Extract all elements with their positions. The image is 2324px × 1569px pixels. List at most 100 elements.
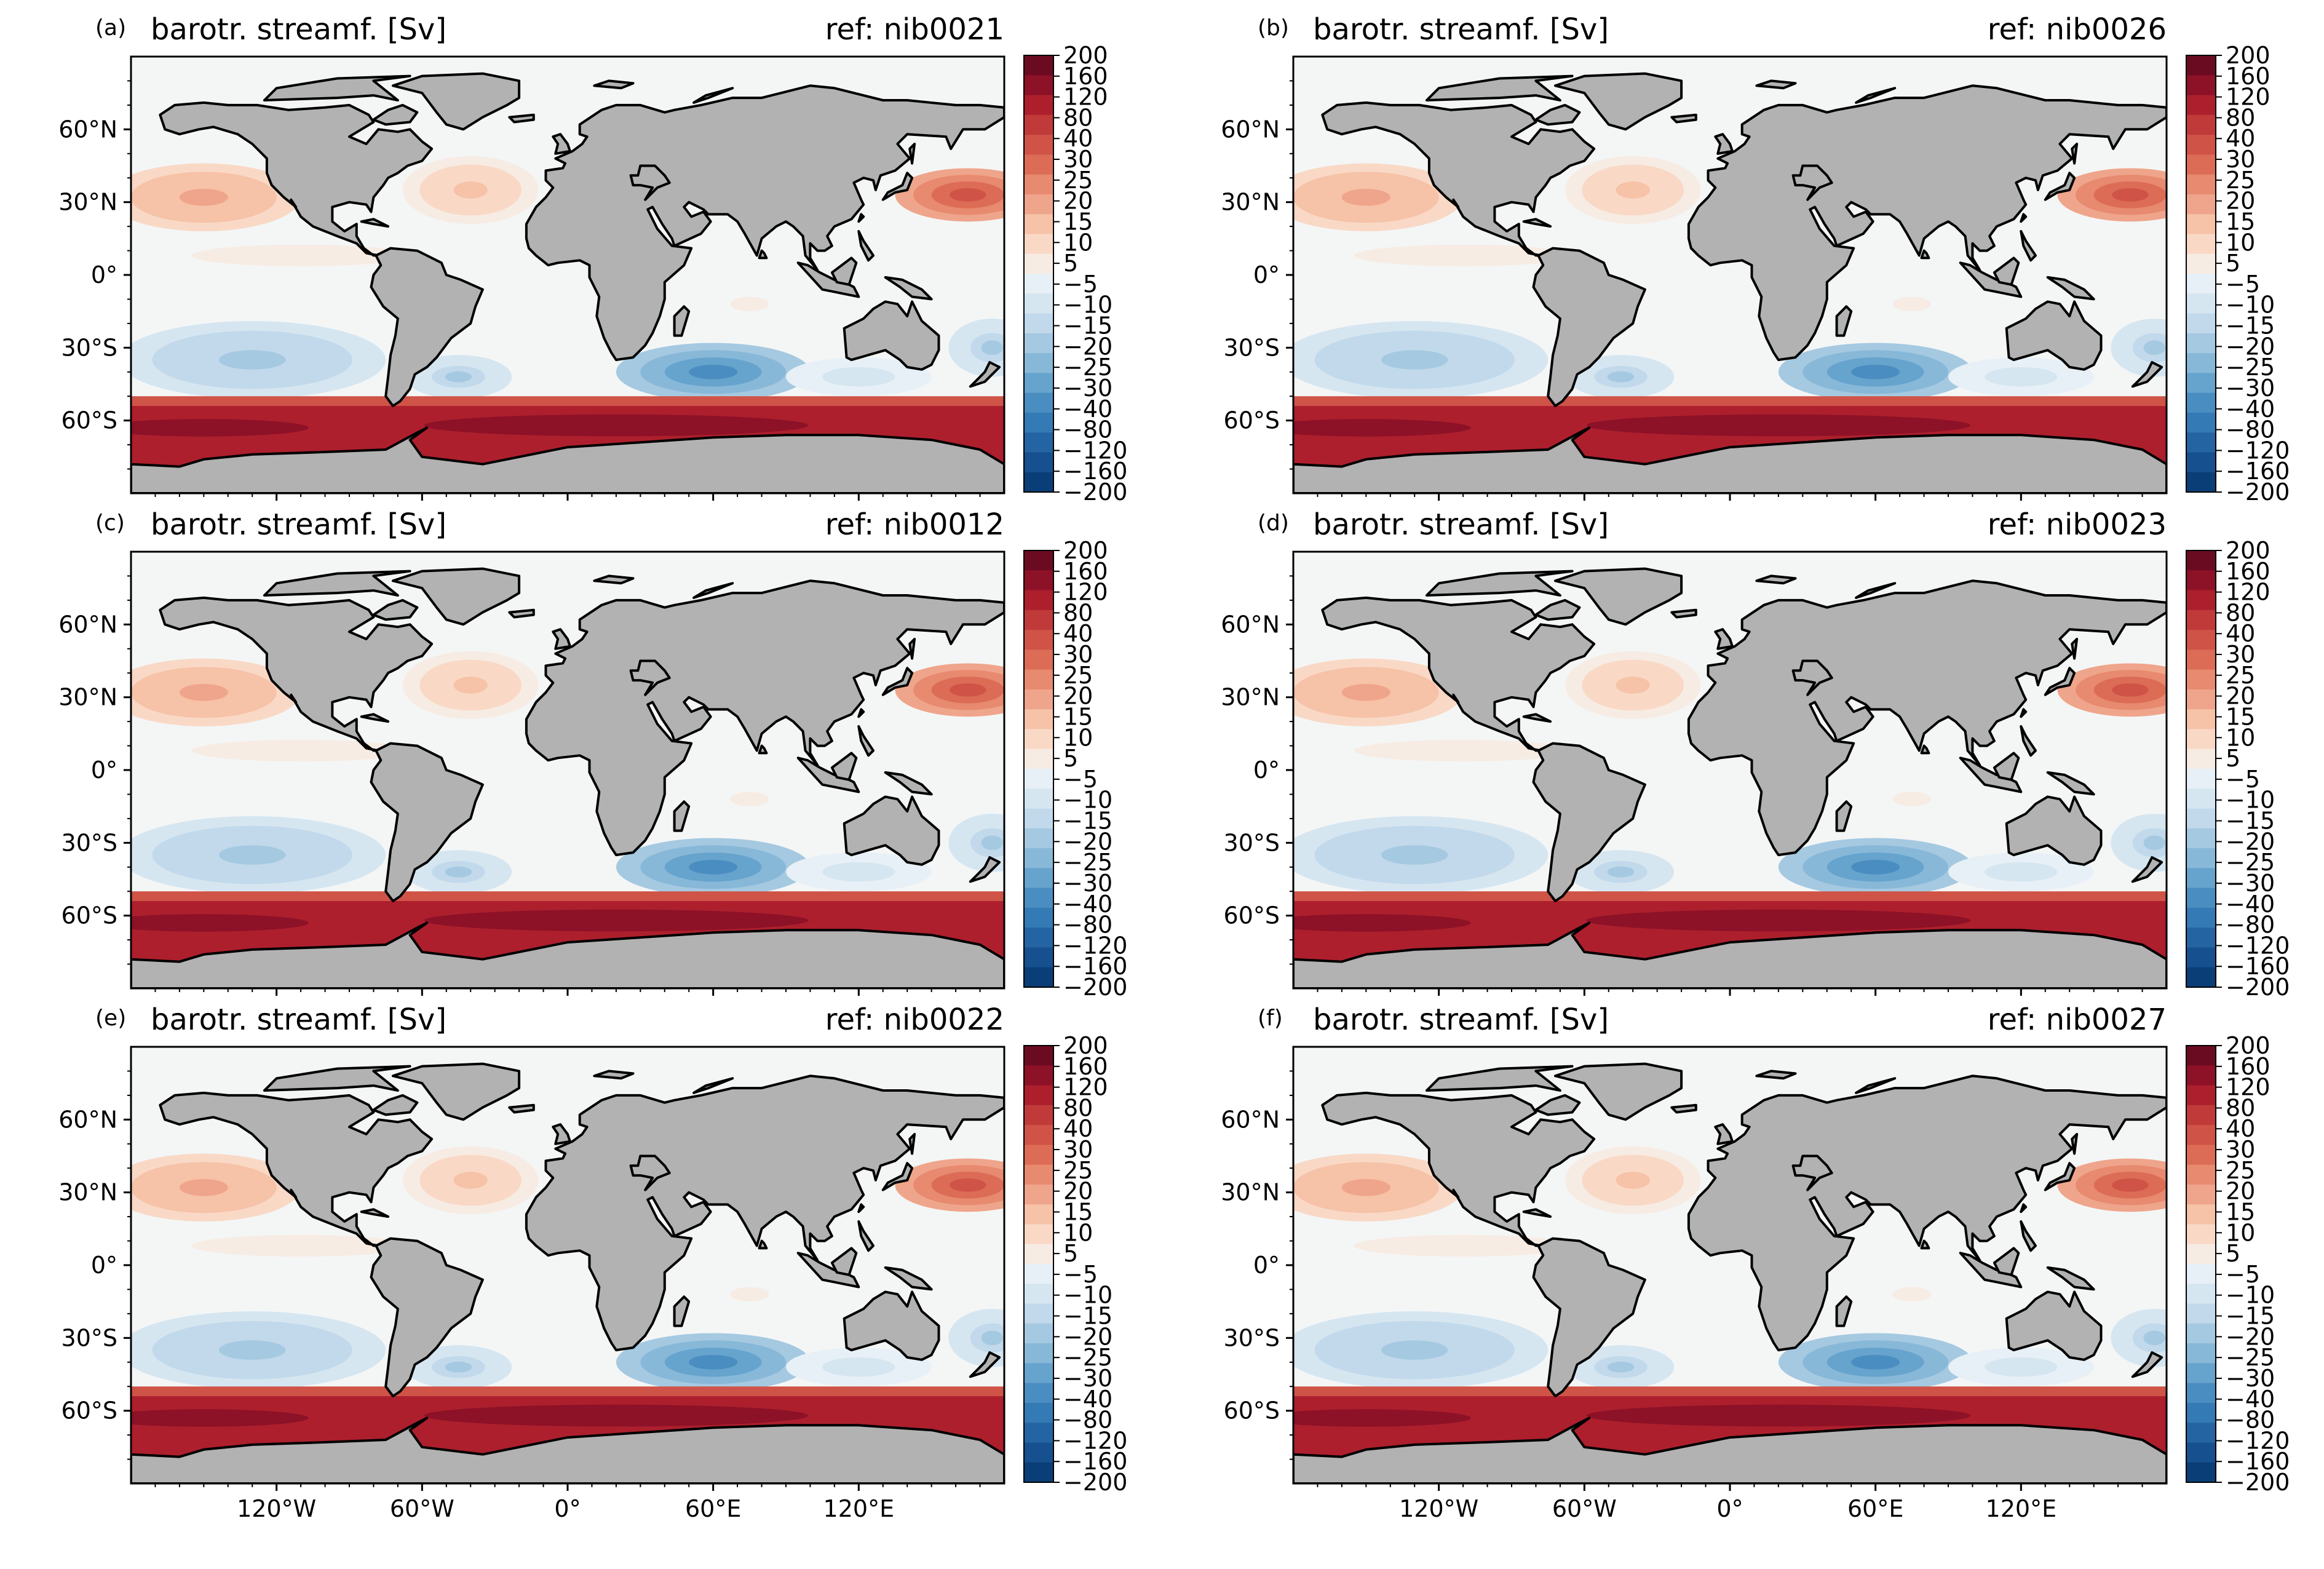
streamfunction-contour [950, 1178, 986, 1192]
acc-core [1586, 909, 1971, 932]
colorbar-segment [2186, 392, 2216, 413]
land-madagascar [1835, 800, 1853, 832]
lon-label: 120°W [1399, 1495, 1478, 1522]
land-cuba [360, 1208, 390, 1218]
colorbar-label: 120 [2226, 579, 2270, 606]
colorbar-segment [2186, 1145, 2216, 1166]
colorbar-label: −15 [2226, 1303, 2275, 1330]
colorbar-label: 5 [1063, 1240, 1078, 1267]
colorbar-label: 25 [2226, 1157, 2255, 1184]
colorbar-label: −5 [1063, 271, 1098, 298]
lat-label: 30°N [58, 189, 117, 216]
panel-title: barotr. streamf. [Sv] [151, 12, 447, 47]
land-antarctica [131, 1416, 1004, 1484]
colorbar-segment [2186, 135, 2216, 155]
colorbar-segment [1024, 412, 1053, 433]
land-baffin [372, 598, 419, 621]
colorbar-segment [2186, 729, 2216, 750]
colorbar-segment [2186, 1065, 2216, 1086]
land-south-america [1532, 742, 1646, 902]
land-philippines [2020, 230, 2037, 262]
colorbar-segment [2186, 1303, 2216, 1324]
lat-label: 60°N [1221, 611, 1280, 638]
colorbar-segment [2186, 293, 2216, 314]
colorbar-label: 10 [1063, 724, 1093, 751]
land-new-zealand [2131, 856, 2163, 883]
streamfunction-contour [264, 747, 338, 755]
land-cuba [1522, 713, 1552, 723]
colorbar-label: 200 [1063, 42, 1108, 69]
colorbar-label: −25 [1063, 849, 1112, 876]
colorbar-label: 10 [2226, 724, 2255, 751]
colorbar-segment [2186, 769, 2216, 789]
streamfunction-contour [445, 1361, 472, 1373]
colorbar-segment [1024, 1184, 1053, 1205]
land-south-america [370, 247, 484, 407]
colorbar-label: −25 [2226, 354, 2275, 381]
colorbar-label: 15 [1063, 703, 1093, 730]
colorbar-label: −25 [2226, 849, 2275, 876]
land-borneo [830, 752, 858, 781]
colorbar-segment [2186, 1462, 2216, 1483]
streamfunction-contour [179, 683, 228, 701]
colorbar-segment [1024, 1303, 1053, 1324]
land-philippines [2020, 725, 2037, 757]
colorbar-segment [2186, 888, 2216, 908]
land-sakhalin [2071, 143, 2079, 165]
streamfunction-contour [1426, 252, 1500, 260]
acc-core [1293, 419, 1471, 437]
land-baffin [1534, 1094, 1581, 1116]
land-sakhalin [908, 1133, 916, 1155]
streamfunction-contour [981, 340, 1004, 356]
lat-label: 60°N [1221, 116, 1280, 143]
colorbar-segment [2186, 1423, 2216, 1443]
streamfunction-contour [2112, 1178, 2149, 1192]
colorbar-segment [2186, 1343, 2216, 1364]
land-sri-lanka [1920, 249, 1930, 260]
colorbar-label: −160 [1063, 1448, 1127, 1475]
colorbar-segment [1024, 570, 1053, 591]
land-japan [2044, 1162, 2076, 1191]
acc-core [424, 1404, 809, 1427]
land-arabia-med-link [629, 164, 671, 201]
map-svg: 60°N 30°N 0° 30°S 60°S 120°W 60°W 0° 60°E 120°E 20… [58, 1032, 1127, 1522]
colorbar-label: −30 [1063, 870, 1112, 897]
colorbar-segment [1024, 749, 1053, 769]
streamfunction-contour [264, 1242, 338, 1250]
land-arabia-med-link [1791, 164, 1833, 201]
colorbar-segment [1024, 432, 1053, 453]
land-baffin [372, 1094, 419, 1116]
colorbar-segment [1024, 1145, 1053, 1166]
colorbar-segment [2186, 472, 2216, 493]
land-taiwan [857, 708, 865, 718]
colorbar-label: −30 [2226, 375, 2275, 402]
colorbar-label: 25 [1063, 662, 1093, 689]
colorbar-label: 160 [2226, 63, 2270, 90]
colorbar-label: −15 [1063, 808, 1112, 835]
colorbar-segment [2186, 333, 2216, 354]
colorbar-segment [1024, 808, 1053, 829]
colorbar-label: −200 [2226, 974, 2290, 1001]
colorbar-segment [2186, 1264, 2216, 1284]
lat-label: 60°N [1221, 1106, 1280, 1133]
colorbar-label: 30 [1063, 641, 1093, 668]
land-north-america [1321, 1091, 1596, 1247]
land-borneo [1993, 752, 2020, 781]
colorbar-label: 160 [2226, 1053, 2270, 1080]
streamfunction-contour [2002, 1362, 2039, 1372]
colorbar-frame [1023, 1045, 1054, 1483]
land-taiwan [857, 1203, 865, 1213]
colorbar-segment [1024, 1105, 1053, 1126]
acc-core [131, 1409, 309, 1427]
land-sakhalin [908, 638, 916, 660]
land-south-america [370, 1237, 484, 1397]
streamfunction-contour [2112, 683, 2149, 697]
colorbar-label: −200 [2226, 1469, 2290, 1496]
land-arabia-med-link [629, 1154, 671, 1191]
map-svg: 60°N 30°N 0° 30°S 60°S 2001601208040302520151… [1221, 42, 2290, 506]
colorbar-label: −10 [1063, 787, 1112, 814]
land-south-america [370, 742, 484, 902]
colorbar-label: −15 [1063, 312, 1112, 340]
lon-label: 120°E [1986, 1495, 2057, 1522]
colorbar-label: 40 [1063, 125, 1093, 152]
